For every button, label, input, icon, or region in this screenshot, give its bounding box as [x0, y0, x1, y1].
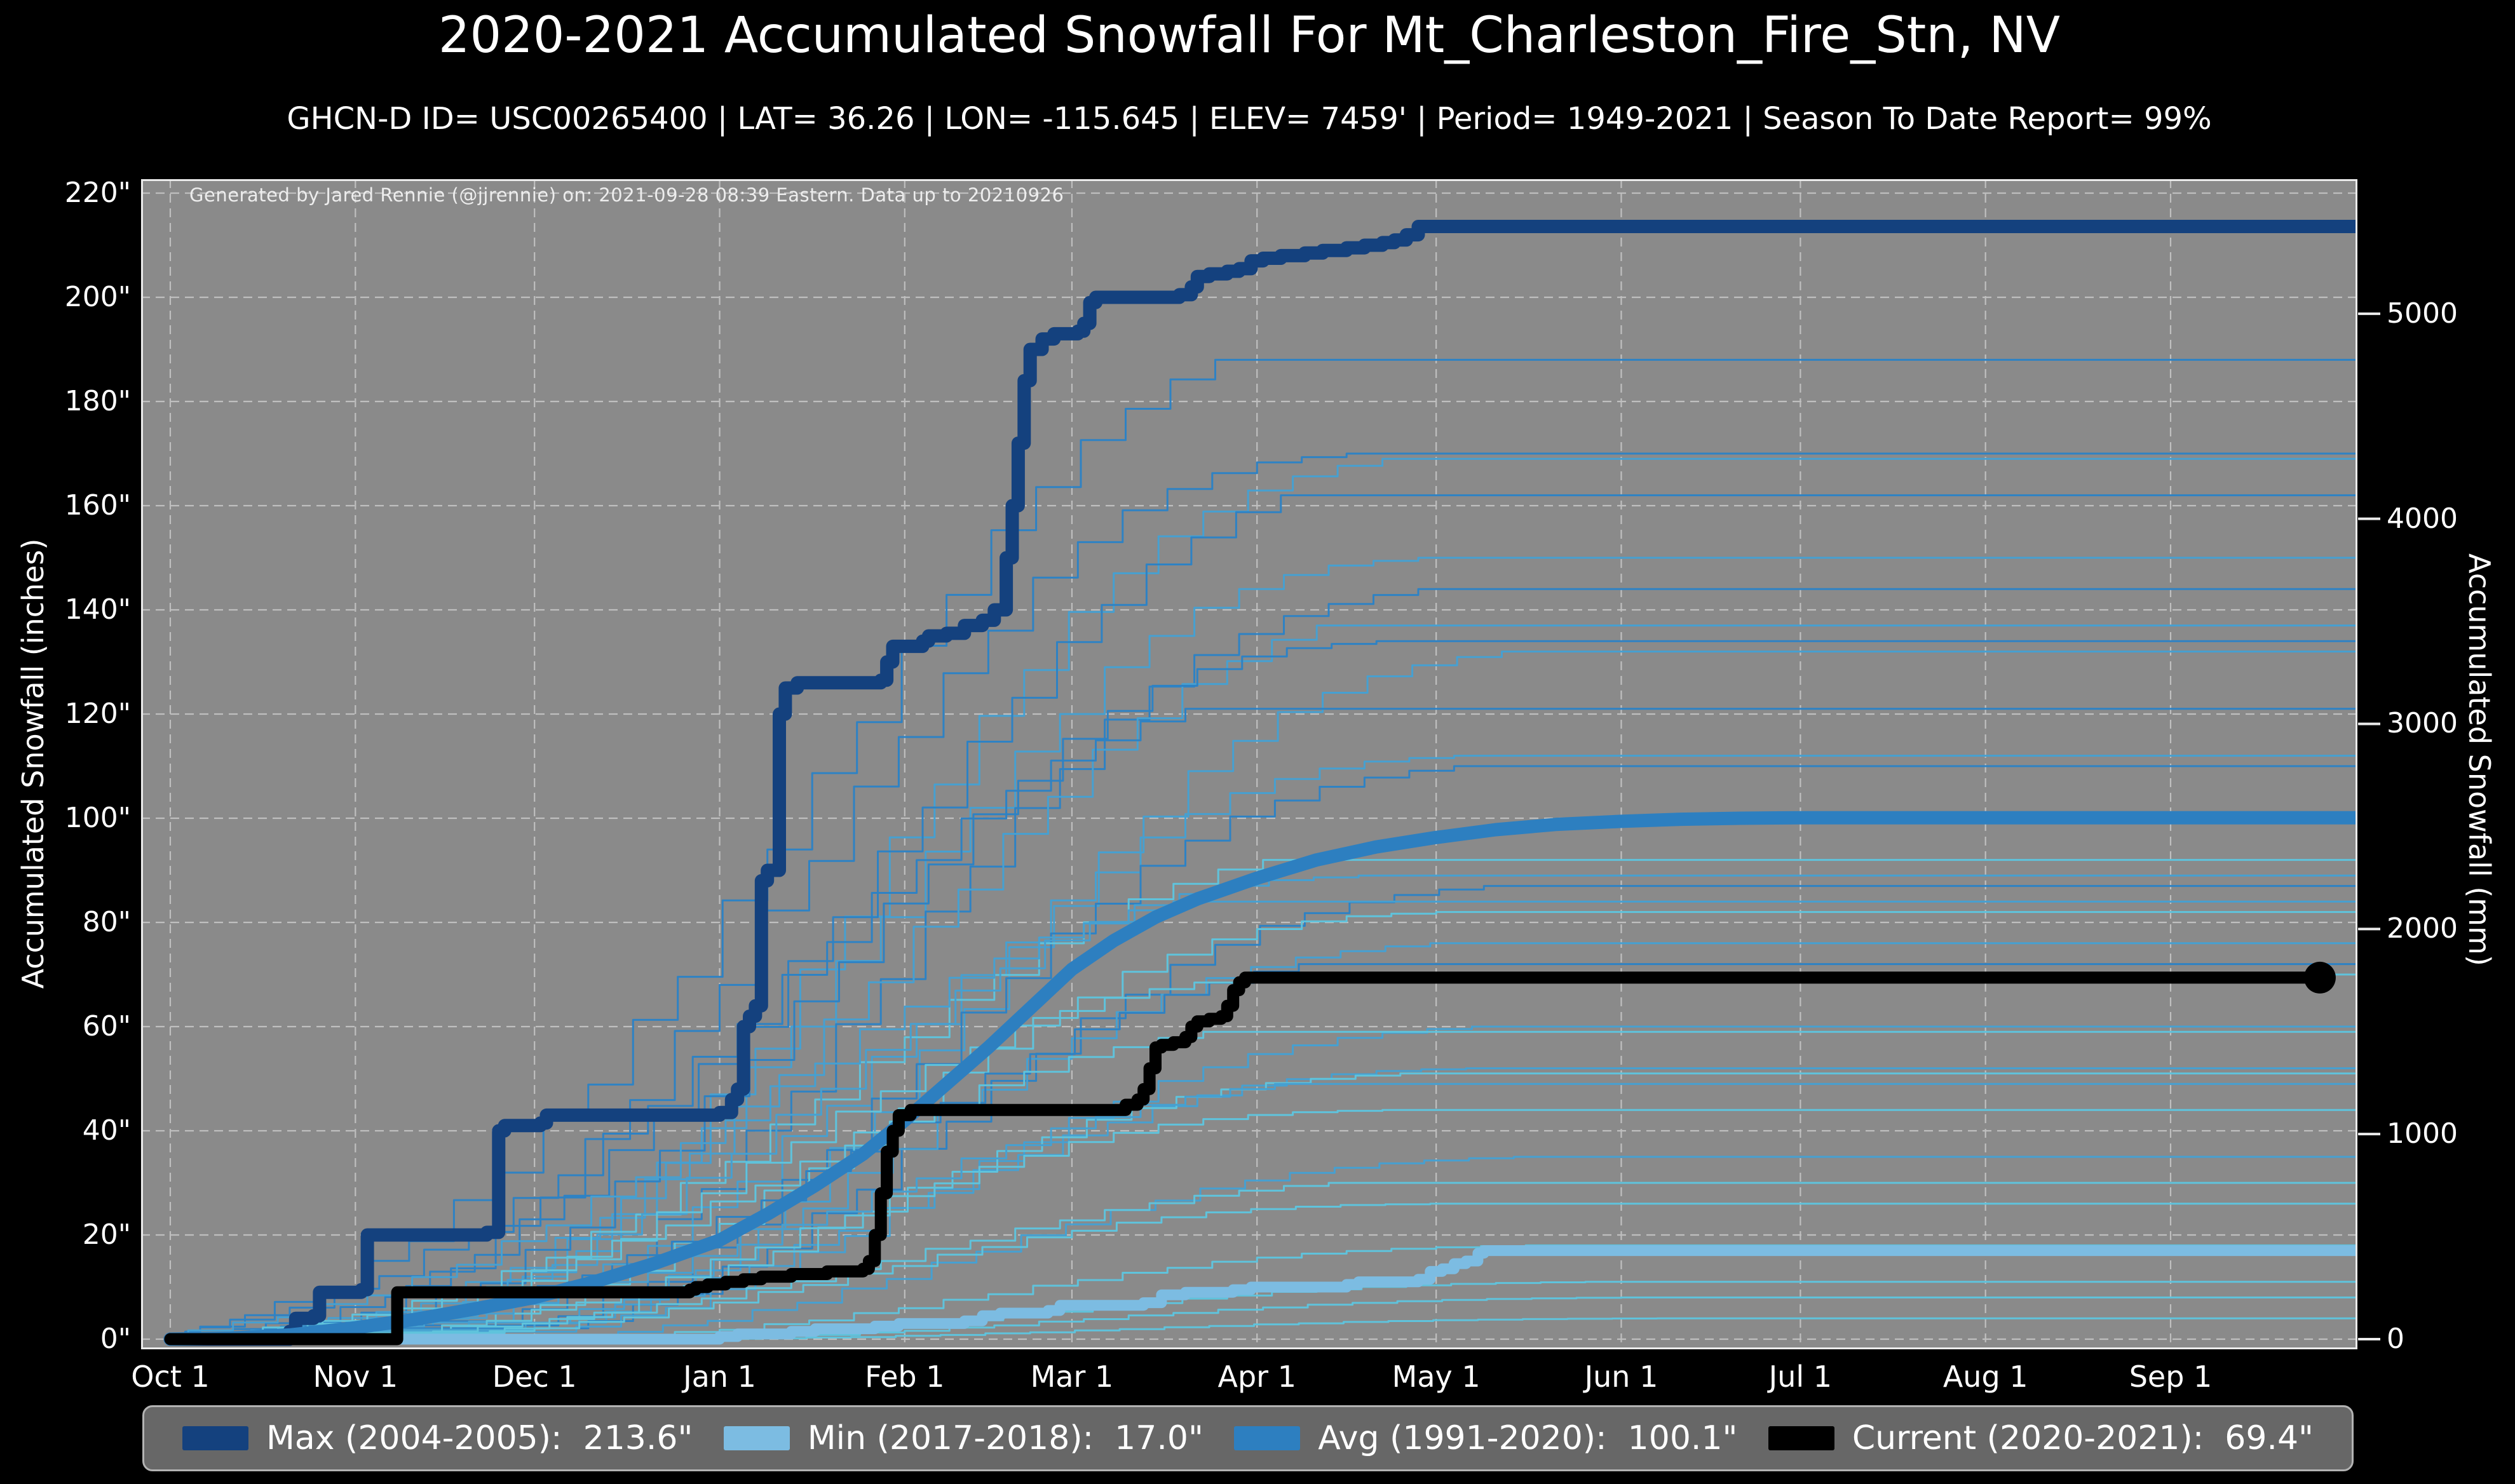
main-series — [163, 220, 2357, 1346]
legend-label-current: Current (2020-2021): 69.4" — [1852, 1419, 2314, 1457]
x-tick-label: Feb 1 — [865, 1359, 945, 1394]
y-right-tick-label: 2000 — [2387, 912, 2458, 945]
attribution-text: Generated by Jared Rennie (@jjrennie) on… — [189, 184, 1064, 206]
x-tick-label: Nov 1 — [313, 1359, 398, 1394]
season-line — [170, 765, 2356, 1340]
season-line — [170, 900, 2356, 1340]
season-line — [170, 457, 2356, 1340]
y-left-tick-label: 0" — [100, 1323, 131, 1355]
y-left-tick-label: 80" — [82, 906, 131, 938]
y-left-tick-label: 20" — [82, 1218, 131, 1251]
x-tick-label: Jan 1 — [683, 1359, 756, 1394]
x-tick-label: Mar 1 — [1030, 1359, 1114, 1394]
y-left-tick-label: 100" — [64, 802, 131, 834]
historical-season-lines — [170, 358, 2356, 1340]
legend: Max (2004-2005): 213.6" Min (2017-2018): … — [142, 1405, 2354, 1471]
y-left-tick-label: 220" — [64, 177, 131, 209]
season-line — [170, 1317, 2356, 1340]
y-right-tick-label: 5000 — [2387, 297, 2458, 330]
season-line — [170, 640, 2356, 1340]
season-line — [170, 651, 2356, 1340]
x-tick-label: Apr 1 — [1217, 1359, 1296, 1394]
legend-label-avg: Avg (1991-2020): 100.1" — [1318, 1419, 1738, 1457]
season-line — [170, 1182, 2356, 1340]
season-line — [170, 1109, 2356, 1340]
season-line — [170, 942, 2356, 1340]
y-axis-label-inches: Accumulated Snowfall (inches) — [16, 538, 50, 989]
y-left-tick-label: 120" — [64, 698, 131, 730]
season-line — [170, 624, 2356, 1340]
series-min-line — [165, 1245, 2357, 1345]
chart-title: 2020-2021 Accumulated Snowfall For Mt_Ch… — [438, 7, 2061, 64]
y-left-tick-label: 140" — [64, 593, 131, 626]
y-right-tick-label: 1000 — [2387, 1117, 2458, 1150]
legend-swatch-avg — [1234, 1426, 1301, 1450]
current-endpoint-dot — [2303, 961, 2336, 994]
x-tick-label: May 1 — [1392, 1359, 1481, 1394]
season-line — [170, 1156, 2356, 1340]
y-right-tick-label: 0 — [2387, 1323, 2404, 1355]
x-tick-label: Dec 1 — [492, 1359, 577, 1394]
y-left-tick-label: 200" — [64, 281, 131, 313]
chart-subtitle-station-metadata: GHCN-D ID= USC00265400 | LAT= 36.26 | LO… — [287, 101, 2212, 137]
x-tick-label: Oct 1 — [131, 1359, 210, 1394]
gridlines — [141, 179, 2357, 1349]
legend-swatch-current — [1768, 1426, 1834, 1450]
legend-swatch-max — [182, 1426, 248, 1450]
legend-item-current: Current (2020-2021): 69.4" — [1768, 1419, 2314, 1457]
season-line — [170, 556, 2356, 1340]
y-left-tick-label: 40" — [82, 1114, 131, 1147]
x-tick-label: Jul 1 — [1768, 1359, 1833, 1394]
season-line — [170, 1203, 2356, 1340]
x-tick-label: Jun 1 — [1584, 1359, 1658, 1394]
y-right-tick-label: 3000 — [2387, 707, 2458, 740]
series-max-line — [163, 220, 2357, 1346]
series-current-line — [164, 971, 2326, 1346]
y-left-tick-label: 180" — [64, 385, 131, 417]
legend-item-avg: Avg (1991-2020): 100.1" — [1234, 1419, 1737, 1457]
plot-spines — [141, 179, 2357, 1349]
legend-item-min: Min (2017-2018): 17.0" — [723, 1419, 1203, 1457]
y-left-tick-label: 60" — [82, 1010, 131, 1042]
legend-label-max: Max (2004-2005): 213.6" — [266, 1419, 693, 1457]
season-line — [170, 1244, 2356, 1340]
x-tick-label: Sep 1 — [2129, 1359, 2213, 1394]
legend-swatch-min — [723, 1426, 790, 1450]
legend-item-max: Max (2004-2005): 213.6" — [182, 1419, 693, 1457]
season-line — [170, 452, 2356, 1340]
series-avg-line — [163, 811, 2357, 1346]
x-tick-label: Aug 1 — [1942, 1359, 2028, 1394]
y-right-tick-label: 4000 — [2387, 502, 2458, 535]
plot-area — [141, 179, 2357, 1349]
y-left-tick-label: 160" — [64, 489, 131, 522]
right-axis-tickmarks — [2358, 312, 2380, 1340]
season-line — [170, 708, 2356, 1340]
legend-label-min: Min (2017-2018): 17.0" — [807, 1419, 1203, 1457]
season-line — [170, 1072, 2356, 1340]
